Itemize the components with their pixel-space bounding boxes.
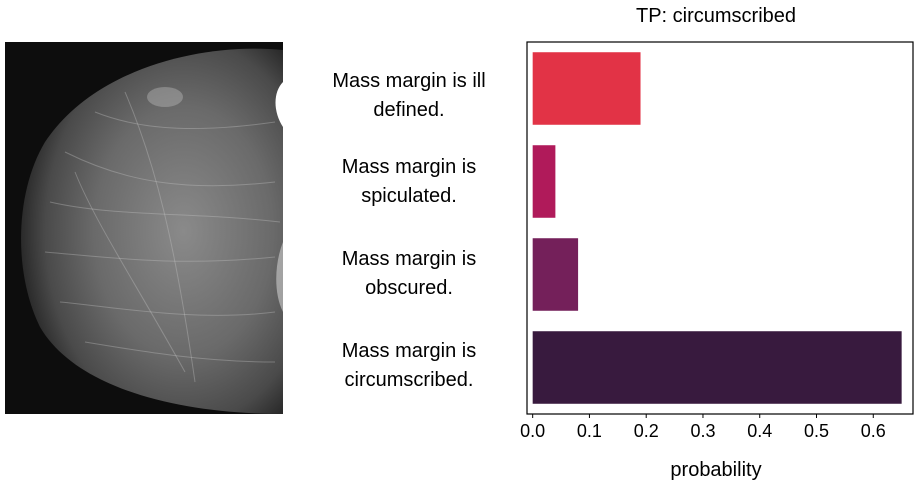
bar-3 <box>532 331 902 404</box>
x-tick-label-4: 0.4 <box>747 421 772 441</box>
x-axis-ticks: 0.0 0.1 0.2 0.3 0.4 0.5 0.6 <box>520 414 886 441</box>
bright-region <box>147 87 183 107</box>
x-tick-label-6: 0.6 <box>861 421 886 441</box>
category-label-2: Mass margin is obscured. <box>341 248 477 299</box>
plot-frame <box>526 41 914 415</box>
pectoral-edge <box>275 82 283 127</box>
x-tick-label-2: 0.2 <box>634 421 659 441</box>
category-label-0: Mass margin is ill defined. <box>332 70 486 121</box>
breast-tissue <box>21 48 283 414</box>
tissue-strands <box>44 91 281 383</box>
bar-0 <box>532 52 641 125</box>
bar-2 <box>532 238 579 311</box>
x-axis-label: probability <box>670 459 761 481</box>
category-label-3: Mass margin is circumscribed. <box>341 340 477 391</box>
chart-title: TP: circumscribed <box>636 5 796 27</box>
bars <box>532 52 902 404</box>
nipple-edge <box>276 242 283 312</box>
x-tick-label-5: 0.5 <box>804 421 829 441</box>
mammogram-image <box>5 42 283 414</box>
x-tick-label-3: 0.3 <box>690 421 715 441</box>
x-tick-label-0: 0.0 <box>520 421 545 441</box>
mammogram-drawing <box>21 48 283 414</box>
category-label-1: Mass margin is spiculated. <box>341 156 477 207</box>
bar-1 <box>532 145 556 218</box>
x-tick-label-1: 0.1 <box>577 421 602 441</box>
